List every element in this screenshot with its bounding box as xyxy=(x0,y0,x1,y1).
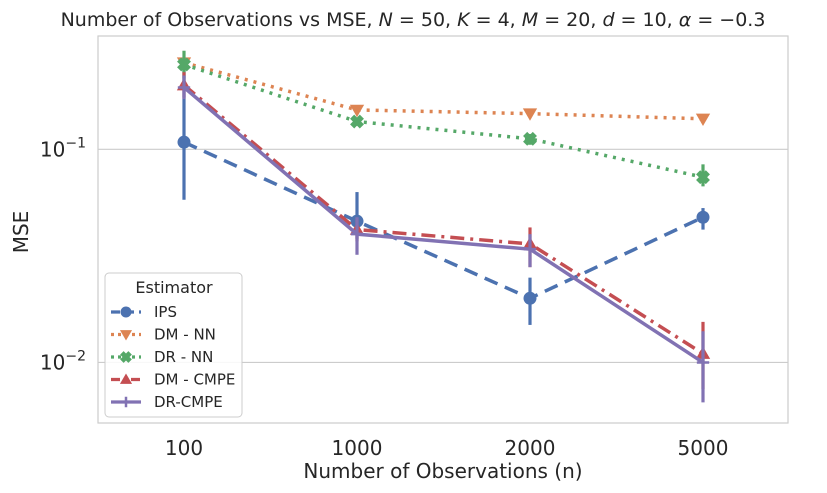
legend-label: DM - NN xyxy=(154,326,216,344)
data-point-ips xyxy=(696,210,710,224)
x-axis-label: Number of Observations (n) xyxy=(303,459,582,483)
legend-marker xyxy=(119,373,133,384)
chart-title: Number of Observations vs MSE, N = 50, K… xyxy=(61,9,766,31)
series-line-dr-cmpe xyxy=(182,86,704,364)
y-axis-label: MSE xyxy=(9,211,33,254)
data-point-dr-nn xyxy=(523,131,537,146)
legend-marker xyxy=(120,351,132,363)
series-line-dm-cmpe xyxy=(182,83,704,356)
legend-label: DR - NN xyxy=(154,348,213,366)
series-ips xyxy=(177,66,710,325)
data-point-dr-nn xyxy=(350,114,364,129)
series-line-dr-nn xyxy=(183,62,704,179)
legend-items: IPS DM - NN DR - NN DM - CMPE DR-CMPE xyxy=(111,303,235,411)
legend-label: DM - CMPE xyxy=(154,371,235,389)
legend-entry-dr-nn: DR - NN xyxy=(111,348,213,366)
data-point-dr-nn xyxy=(696,170,710,185)
legend-entry-dm-cmpe: DM - CMPE xyxy=(111,371,235,389)
data-point-dr-cmpe xyxy=(177,81,191,94)
legend-entry-dm-nn: DM - NN xyxy=(111,326,216,344)
series-line-ips xyxy=(183,140,704,301)
y-tick-label: 10−1 xyxy=(40,135,86,161)
plot-frame xyxy=(97,35,789,424)
legend-marker xyxy=(120,306,132,318)
x-tick-label: 2000 xyxy=(505,436,556,460)
x-tick-label: 1000 xyxy=(332,436,383,460)
legend-marker xyxy=(120,396,132,408)
x-tick-label: 5000 xyxy=(678,436,729,460)
legend-label: DR-CMPE xyxy=(154,393,223,411)
legend-marker xyxy=(119,330,133,341)
series-dr-nn xyxy=(177,50,710,187)
data-point-dm-nn xyxy=(522,108,538,121)
data-point-dr-cmpe xyxy=(523,242,537,256)
data-point-ips xyxy=(177,135,191,149)
legend-entry-dr-cmpe: DR-CMPE xyxy=(111,393,223,411)
legend-label: IPS xyxy=(154,303,177,321)
x-tick-labels: 100 1000 2000 5000 xyxy=(165,436,729,460)
data-point-ips xyxy=(523,291,537,305)
data-point-dr-cmpe xyxy=(350,227,364,241)
data-point-dm-nn xyxy=(349,104,365,118)
y-tick-label: 10−2 xyxy=(40,348,86,374)
data-point-dm-nn xyxy=(695,113,711,126)
legend-title: Estimator xyxy=(135,278,213,297)
data-point-dr-nn xyxy=(177,57,191,72)
series-layer xyxy=(176,50,711,403)
series-dr-cmpe xyxy=(177,75,710,403)
legend-entry-ips: IPS xyxy=(111,303,177,321)
data-point-dr-cmpe xyxy=(696,356,710,369)
legend: Estimator IPS DM - NN DR - NN DM - CMPE DR-C… xyxy=(104,272,243,418)
y-tick-labels: 10−1 10−2 xyxy=(40,135,86,374)
x-tick-label: 100 xyxy=(165,436,203,460)
